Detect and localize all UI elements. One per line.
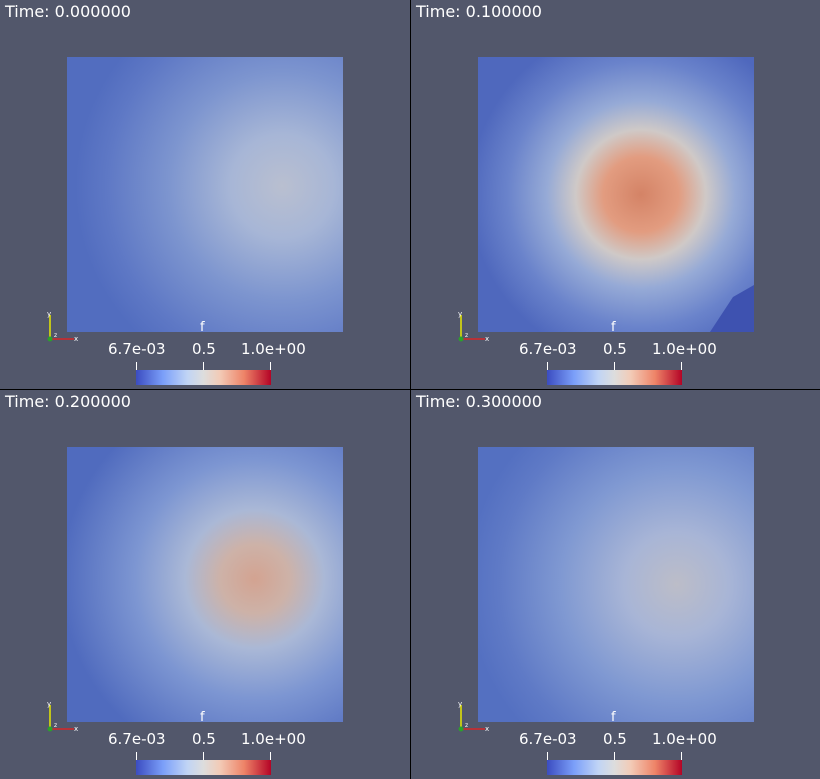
scalar-field-plot[interactable]	[67, 447, 343, 722]
colorbar-tick	[136, 362, 137, 370]
colorbar-min-label: 6.7e-03	[108, 730, 166, 748]
colorbar-tick	[203, 752, 204, 760]
scalar-field-plot[interactable]	[478, 57, 754, 332]
colorbar-title: f	[611, 320, 616, 335]
scalar-field-plot[interactable]	[67, 57, 343, 332]
svg-text:x: x	[74, 725, 78, 733]
colorbar-min-label: 6.7e-03	[519, 730, 577, 748]
render-view-panel[interactable]: Time: 0.300000 y x z f 6.7e-03 0.5	[411, 390, 820, 779]
colorbar-tick	[270, 362, 271, 370]
colorbar-tick	[270, 752, 271, 760]
colorbar-max-label: 1.0e+00	[241, 730, 306, 748]
colorbar-max-label: 1.0e+00	[652, 730, 717, 748]
time-annotation: Time: 0.000000	[5, 2, 131, 21]
colorbar	[547, 760, 682, 775]
svg-text:x: x	[485, 725, 489, 733]
colorbar-tick	[136, 752, 137, 760]
colorbar-tick	[614, 752, 615, 760]
colorbar	[136, 370, 271, 385]
colorbar-mid-label: 0.5	[192, 340, 216, 358]
colorbar-min-label: 6.7e-03	[519, 340, 577, 358]
orientation-axes: y x z	[458, 311, 489, 343]
colorbar-title: f	[611, 710, 616, 725]
svg-text:z: z	[465, 332, 468, 339]
colorbar-mid-label: 0.5	[603, 730, 627, 748]
scalar-field-plot[interactable]	[478, 447, 754, 722]
colorbar-title: f	[200, 710, 205, 725]
colorbar-tick	[681, 362, 682, 370]
orientation-axes: y x z	[458, 701, 489, 733]
render-view-panel[interactable]: Time: 0.000000 y x z f 6.7e-03 0.5	[0, 0, 410, 389]
colorbar-tick	[547, 752, 548, 760]
colorbar-tick	[681, 752, 682, 760]
colorbar	[136, 760, 271, 775]
render-view-panel[interactable]: Time: 0.100000 y x z f	[411, 0, 820, 389]
svg-text:y: y	[458, 701, 462, 708]
svg-text:x: x	[485, 335, 489, 343]
colorbar-mid-label: 0.5	[192, 730, 216, 748]
svg-text:z: z	[465, 722, 468, 729]
colorbar-mid-label: 0.5	[603, 340, 627, 358]
svg-text:z: z	[54, 332, 57, 339]
colorbar-tick	[547, 362, 548, 370]
orientation-axes: y x z	[47, 701, 78, 733]
time-annotation: Time: 0.300000	[416, 392, 542, 411]
colorbar	[547, 370, 682, 385]
render-view-panel[interactable]: Time: 0.200000 y x z f 6.7e-03 0.5	[0, 390, 410, 779]
svg-text:y: y	[47, 701, 51, 708]
colorbar-tick	[614, 362, 615, 370]
svg-text:x: x	[74, 335, 78, 343]
orientation-axes: y x z	[47, 311, 78, 343]
time-annotation: Time: 0.200000	[5, 392, 131, 411]
colorbar-title: f	[200, 320, 205, 335]
svg-text:z: z	[54, 722, 57, 729]
colorbar-min-label: 6.7e-03	[108, 340, 166, 358]
colorbar-tick	[203, 362, 204, 370]
svg-text:y: y	[458, 311, 462, 318]
time-annotation: Time: 0.100000	[416, 2, 542, 21]
panel-divider-horizontal[interactable]	[0, 389, 820, 390]
colorbar-max-label: 1.0e+00	[241, 340, 306, 358]
svg-text:y: y	[47, 311, 51, 318]
colorbar-max-label: 1.0e+00	[652, 340, 717, 358]
